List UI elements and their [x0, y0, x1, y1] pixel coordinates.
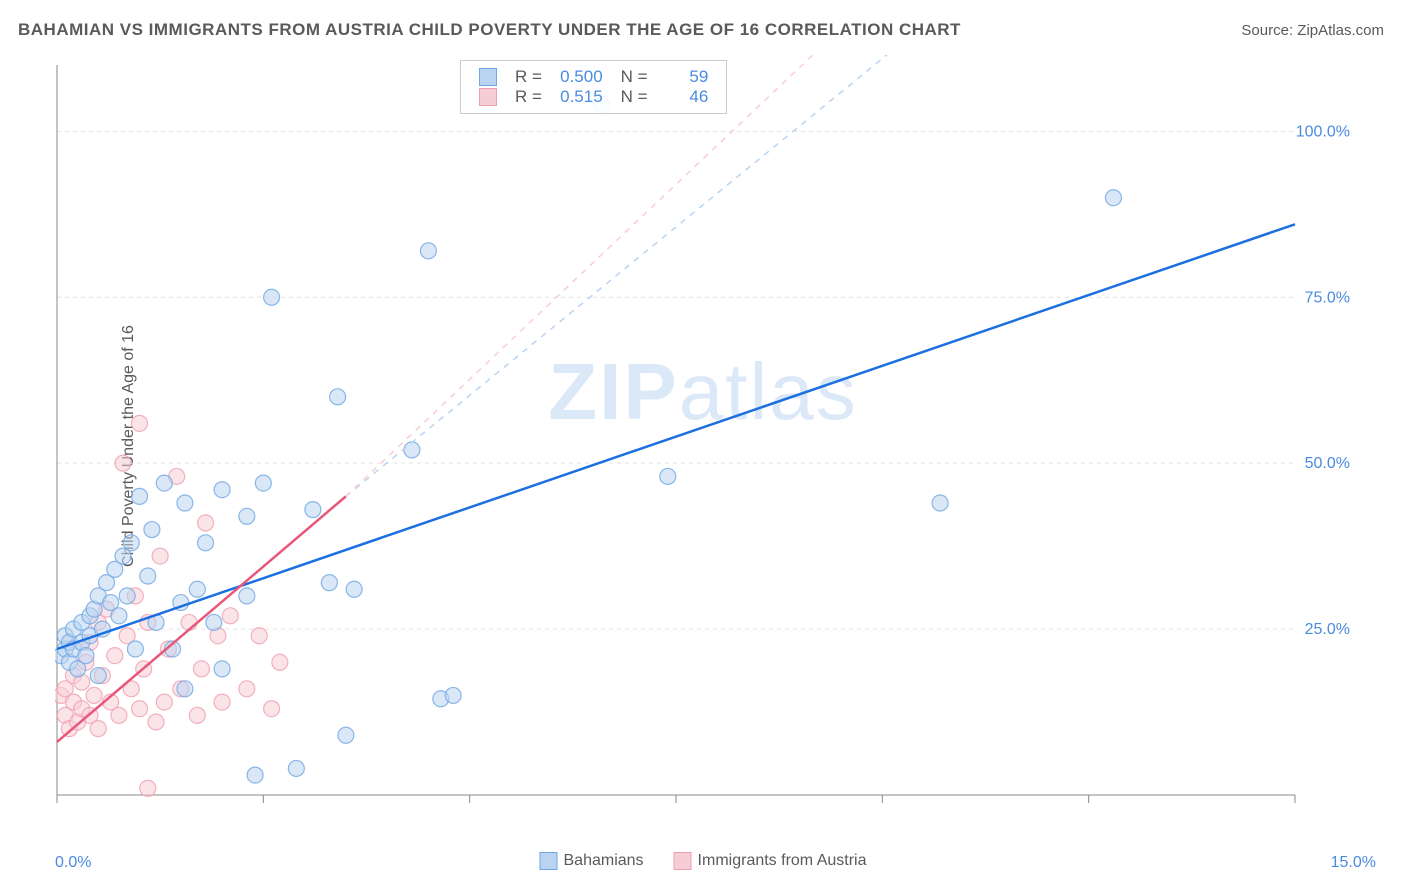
data-point: [247, 767, 263, 783]
source-link[interactable]: ZipAtlas.com: [1297, 22, 1384, 39]
n-value: N = 59: [621, 67, 709, 87]
data-point: [148, 714, 164, 730]
r-value: R = 0.500: [515, 67, 603, 87]
source-attribution: Source: ZipAtlas.com: [1241, 22, 1384, 39]
data-point: [86, 687, 102, 703]
data-point: [445, 687, 461, 703]
data-point: [288, 760, 304, 776]
chart-title: BAHAMIAN VS IMMIGRANTS FROM AUSTRIA CHIL…: [18, 20, 961, 40]
data-point: [189, 707, 205, 723]
legend-label: Bahamians: [564, 852, 644, 869]
legend-item: Immigrants from Austria: [674, 852, 867, 870]
data-point: [90, 668, 106, 684]
data-point: [932, 495, 948, 511]
data-point: [214, 694, 230, 710]
data-point: [660, 468, 676, 484]
data-point: [404, 442, 420, 458]
trend-line-extrapolated: [346, 55, 899, 496]
data-point: [255, 475, 271, 491]
stats-legend-row: R = 0.515 N = 46: [479, 87, 708, 107]
data-point: [132, 488, 148, 504]
data-point: [78, 648, 94, 664]
data-point: [420, 243, 436, 259]
data-point: [1105, 190, 1121, 206]
data-point: [152, 548, 168, 564]
data-point: [115, 455, 131, 471]
data-point: [144, 522, 160, 538]
trend-line-extrapolated: [346, 55, 816, 496]
legend-swatch: [540, 852, 558, 870]
data-point: [177, 681, 193, 697]
data-point: [214, 482, 230, 498]
data-point: [346, 581, 362, 597]
data-point: [140, 780, 156, 796]
data-point: [338, 727, 354, 743]
data-point: [239, 508, 255, 524]
data-point: [264, 701, 280, 717]
data-point: [272, 654, 288, 670]
data-point: [305, 502, 321, 518]
source-prefix: Source:: [1241, 22, 1297, 39]
data-point: [90, 721, 106, 737]
stats-legend-row: R = 0.500 N = 59: [479, 67, 708, 87]
data-point: [111, 608, 127, 624]
r-value: R = 0.515: [515, 87, 603, 107]
data-point: [132, 701, 148, 717]
data-point: [214, 661, 230, 677]
data-point: [177, 495, 193, 511]
scatter-plot: 25.0% 50.0% 75.0% 100.0%: [55, 55, 1375, 845]
data-point: [222, 608, 238, 624]
y-tick-label: 50.0%: [1305, 455, 1350, 472]
legend-swatch: [479, 88, 497, 106]
data-point: [189, 581, 205, 597]
legend-label: Immigrants from Austria: [698, 852, 867, 869]
chart-container: BAHAMIAN VS IMMIGRANTS FROM AUSTRIA CHIL…: [0, 0, 1406, 892]
data-point: [251, 628, 267, 644]
data-point: [264, 289, 280, 305]
data-point: [132, 415, 148, 431]
data-point: [127, 641, 143, 657]
data-point: [140, 568, 156, 584]
data-point: [111, 707, 127, 723]
y-tick-label: 75.0%: [1305, 289, 1350, 306]
data-point: [239, 588, 255, 604]
data-point: [107, 648, 123, 664]
data-point: [119, 588, 135, 604]
data-point: [330, 389, 346, 405]
y-tick-label: 25.0%: [1305, 621, 1350, 638]
legend-swatch: [479, 68, 497, 86]
stats-legend: R = 0.500 N = 59 R = 0.515 N = 46: [460, 60, 727, 114]
data-point: [321, 575, 337, 591]
data-point: [123, 535, 139, 551]
data-point: [198, 515, 214, 531]
y-tick-label: 100.0%: [1296, 123, 1350, 140]
data-point: [156, 475, 172, 491]
data-point: [193, 661, 209, 677]
legend-swatch: [674, 852, 692, 870]
x-axis-min-label: 0.0%: [55, 854, 91, 872]
data-point: [206, 614, 222, 630]
n-value: N = 46: [621, 87, 709, 107]
data-point: [198, 535, 214, 551]
data-point: [239, 681, 255, 697]
legend-item: Bahamians: [540, 852, 644, 870]
series-legend: Bahamians Immigrants from Austria: [540, 852, 867, 870]
data-point: [156, 694, 172, 710]
x-axis-max-label: 15.0%: [1331, 854, 1376, 872]
